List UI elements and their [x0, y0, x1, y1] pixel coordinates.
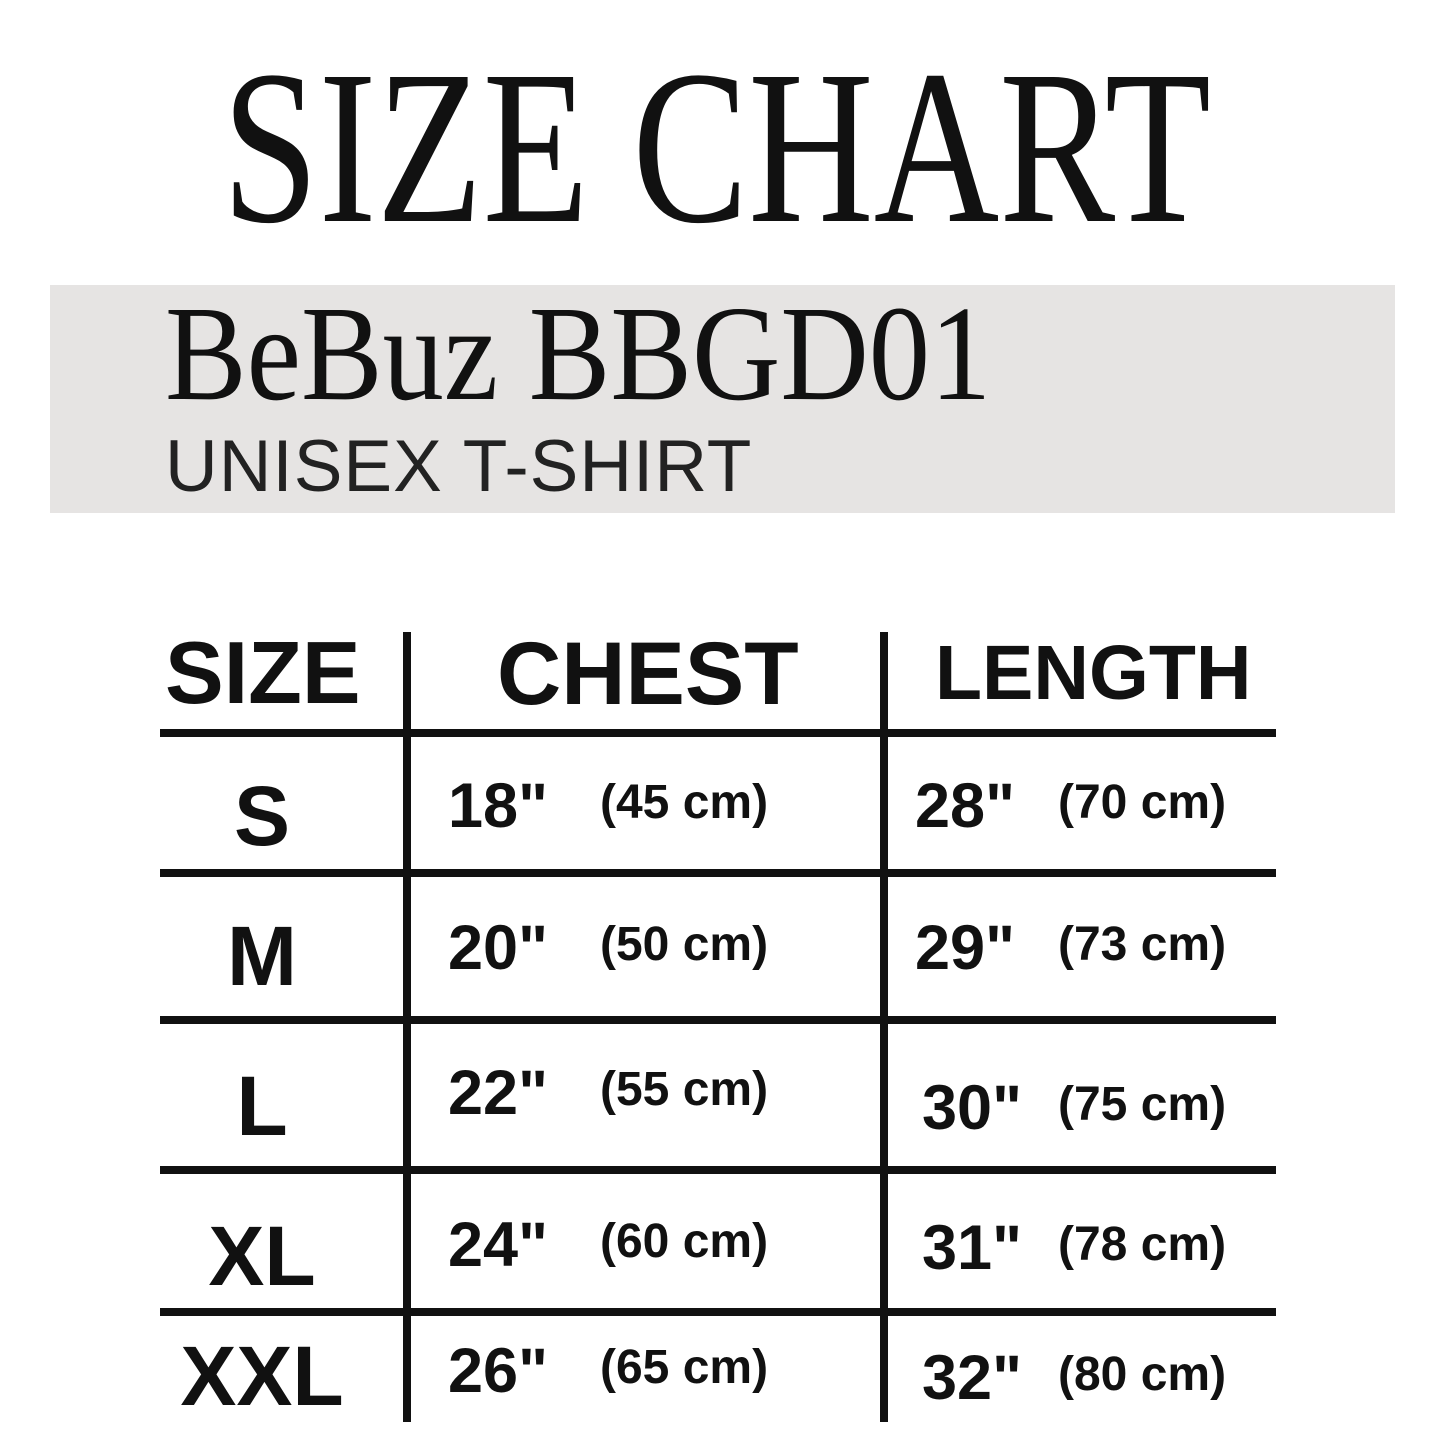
length-inches: 32"	[922, 1343, 1022, 1413]
size-label: M	[227, 909, 297, 1003]
page-title: SIZE CHART	[222, 25, 1211, 269]
chest-inches: 24"	[448, 1210, 548, 1280]
row-divider	[160, 1308, 1276, 1316]
column-divider	[880, 632, 888, 1422]
length-cm: (70 cm)	[1058, 776, 1227, 829]
chest-cm: (50 cm)	[600, 918, 769, 971]
chest-inches: 20"	[448, 913, 548, 983]
length-inches: 29"	[915, 913, 1015, 983]
chest-cm: (55 cm)	[600, 1063, 769, 1116]
row-divider	[160, 1016, 1276, 1024]
length-cm: (73 cm)	[1058, 918, 1227, 971]
product-type: UNISEX T-SHIRT	[165, 426, 753, 507]
length-inches: 28"	[915, 771, 1015, 841]
size-label: XL	[208, 1209, 316, 1303]
chest-inches: 22"	[448, 1058, 548, 1128]
size-label: XXL	[180, 1329, 344, 1423]
chest-inches: 26"	[448, 1336, 548, 1406]
row-divider	[160, 869, 1276, 877]
chest-inches: 18"	[448, 771, 548, 841]
product-banner	[50, 285, 1395, 513]
length-cm: (75 cm)	[1058, 1078, 1227, 1131]
column-divider	[403, 632, 411, 1422]
header-length: LENGTH	[935, 630, 1252, 716]
chest-cm: (65 cm)	[600, 1341, 769, 1394]
product-name: BeBuz BBGD01	[165, 279, 992, 429]
length-cm: (78 cm)	[1058, 1218, 1227, 1271]
size-label: L	[236, 1059, 288, 1153]
header-chest: CHEST	[497, 623, 799, 723]
length-inches: 30"	[922, 1073, 1022, 1143]
chest-cm: (60 cm)	[600, 1215, 769, 1268]
row-divider	[160, 729, 1276, 737]
length-cm: (80 cm)	[1058, 1348, 1227, 1401]
header-size: SIZE	[165, 623, 361, 722]
size-label: S	[233, 769, 291, 863]
length-inches: 31"	[922, 1213, 1022, 1283]
row-divider	[160, 1166, 1276, 1174]
chest-cm: (45 cm)	[600, 776, 769, 829]
